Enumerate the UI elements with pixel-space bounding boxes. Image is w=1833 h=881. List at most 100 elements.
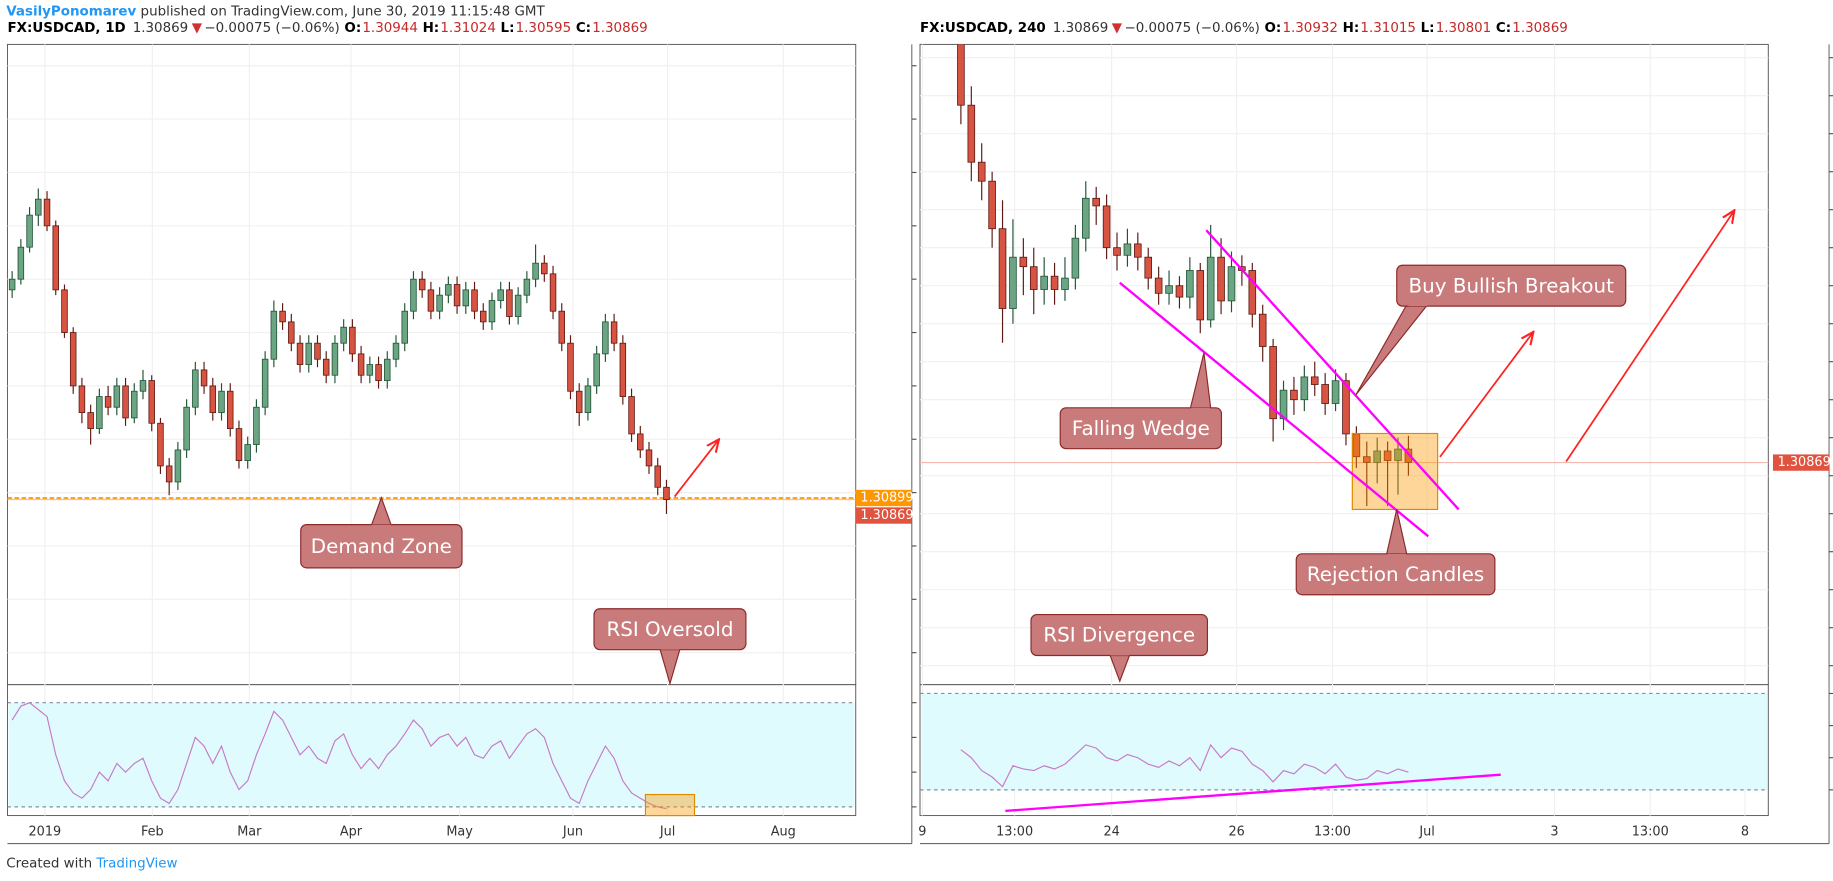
x-tick-label: Feb [141, 824, 164, 839]
candle-body [567, 342, 574, 392]
candle-body [549, 273, 557, 312]
rsi-band [8, 702, 855, 807]
candle-body [401, 310, 408, 344]
candle-body [575, 390, 583, 413]
candle-body [1196, 270, 1205, 321]
footer-text: Created with [6, 856, 92, 871]
candle-body [366, 364, 374, 376]
candle-body [1165, 285, 1173, 294]
change: −0.00075 (−0.06%) [204, 21, 339, 36]
candle-body [1134, 243, 1142, 258]
candle-body [584, 385, 592, 413]
rsi-line [11, 702, 667, 810]
candle-body [1040, 275, 1048, 290]
callout-cover [1387, 553, 1407, 559]
symbol: FX:USDCAD, 240 [920, 21, 1046, 36]
candle-body [261, 358, 269, 408]
candles [8, 188, 670, 514]
callout-box [1396, 264, 1627, 307]
candles [957, 44, 1413, 507]
candle-body [296, 342, 304, 365]
x-tick-label: Aug [771, 824, 796, 839]
candle-body [1321, 384, 1329, 404]
candle-body [235, 428, 243, 462]
drawings: Falling Wedge Buy Bullish Breakout Rejecti… [1005, 210, 1734, 813]
ohlc-value: 1.30595 [516, 21, 572, 36]
candle-body [305, 342, 313, 365]
candle-body [479, 310, 487, 323]
candle-body [1404, 448, 1413, 463]
candle-body [288, 321, 295, 344]
candle-body [1186, 270, 1194, 298]
candle-body [593, 353, 600, 387]
arrow [1565, 210, 1734, 463]
drawings: Demand Zone RSI Oversold [300, 439, 747, 817]
candle-body [1113, 247, 1121, 256]
candle-body [1144, 256, 1153, 279]
candle-body [637, 433, 644, 451]
candle-body [1009, 256, 1017, 309]
x-tick-label: 8 [1741, 824, 1749, 839]
trend-line [1119, 281, 1430, 538]
price-tag [855, 489, 912, 507]
candle-body [253, 406, 260, 445]
candle-body [165, 465, 173, 483]
candle-body [427, 289, 435, 312]
candle-body [1310, 376, 1319, 385]
highlight-box [644, 793, 696, 817]
candle-body [43, 198, 51, 227]
trend-line [1005, 773, 1501, 813]
candle-body [1331, 380, 1340, 404]
candle-body [1050, 275, 1059, 290]
candle-body [610, 321, 618, 344]
ohlc-value: 1.31015 [1360, 21, 1416, 36]
candle-body [69, 332, 77, 387]
chart-panel: FX:USDCAD, 240 1.30869 ▼ −0.00075 (−0.06%) O… [918, 21, 1833, 845]
ohlc-label: L: [501, 21, 515, 36]
candle-body [1102, 205, 1111, 249]
price-pane [6, 43, 857, 686]
x-tick-label: Jul [659, 824, 676, 839]
last-price: 1.30869 [133, 21, 189, 36]
candle-body [1154, 277, 1163, 294]
candle-body [226, 390, 234, 429]
candle-body [1300, 376, 1309, 401]
ohlc-label: O: [344, 21, 361, 36]
x-tick-label: Mar [237, 824, 262, 839]
callout-cover [660, 644, 680, 650]
candle-body [1061, 277, 1069, 290]
price-tag-label: 1.30869 [860, 508, 913, 523]
candle-body [26, 214, 33, 248]
candle-body [471, 289, 478, 312]
x-tick-label: 13:00 [1632, 824, 1669, 839]
candle-body [957, 44, 965, 106]
chart-panel: FX:USDCAD, 1D 1.30869 ▼ −0.00075 (−0.06%) O:… [6, 21, 973, 845]
callout-text: Demand Zone [311, 535, 452, 558]
candle-body [462, 289, 470, 307]
candle-body [558, 310, 566, 344]
candle-body [96, 396, 103, 429]
candle-body [1248, 270, 1257, 315]
candle-body [375, 364, 382, 381]
x-tick-label: 13:00 [996, 824, 1033, 839]
candle-body [8, 278, 16, 291]
ohlc-value: 1.30932 [1282, 21, 1338, 36]
candle-body [131, 390, 138, 419]
candle-body [122, 385, 129, 419]
footer-brand[interactable]: TradingView [95, 856, 177, 871]
candle-body [1029, 266, 1038, 290]
candle-body [977, 161, 986, 182]
x-tick-label: Apr [340, 824, 363, 839]
candle-body [1342, 380, 1350, 435]
arrow [1439, 332, 1533, 458]
candle-body [1373, 450, 1381, 463]
callout-text: RSI Divergence [1043, 624, 1195, 647]
candle-body [1227, 266, 1236, 302]
price-tag-label: 1.30899 [860, 491, 913, 506]
ohlc-value: 1.30869 [1512, 21, 1568, 36]
author[interactable]: VasilyPonomarev [6, 5, 136, 20]
candle-body [436, 294, 443, 312]
callout-text: Falling Wedge [1072, 417, 1210, 440]
candle-body [192, 369, 199, 408]
